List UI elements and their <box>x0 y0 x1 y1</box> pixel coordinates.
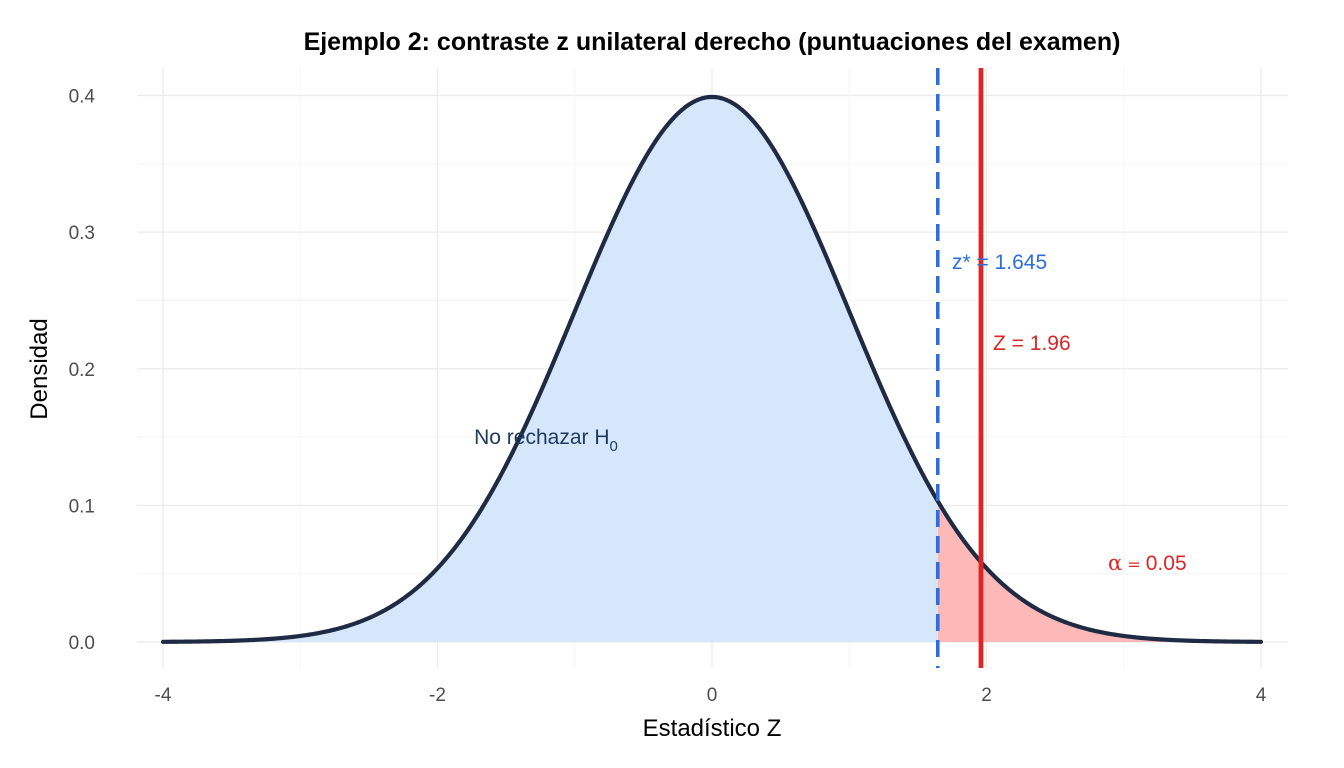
statistic-label: Z = 1.96 <box>993 332 1071 355</box>
y-tick-label: 0.2 <box>69 360 95 381</box>
y-axis-label: Densidad <box>26 318 53 419</box>
x-axis-ticks: -4 -2 0 2 4 <box>155 685 1267 706</box>
y-tick-label: 0.0 <box>69 633 95 654</box>
chart-title: Ejemplo 2: contraste z unilateral derech… <box>304 28 1121 56</box>
x-tick-label: 2 <box>981 685 992 706</box>
acceptance-region <box>163 96 938 642</box>
x-tick-label: 0 <box>707 685 718 706</box>
critical-value-label: z* = 1.645 <box>952 251 1047 274</box>
y-tick-label: 0.3 <box>69 223 95 244</box>
x-tick-label: 4 <box>1256 685 1267 706</box>
rejection-region <box>937 501 1261 642</box>
y-axis-ticks: 0.0 0.1 0.2 0.3 0.4 <box>69 87 96 655</box>
y-tick-label: 0.4 <box>69 87 96 108</box>
x-axis-label: Estadístico Z <box>643 715 782 742</box>
alpha-label: α = 0.05 <box>1108 551 1187 575</box>
acceptance-region-label: No rechazar H0 <box>474 426 618 455</box>
reference-lines <box>160 68 1264 668</box>
alpha-symbol: α <box>1108 551 1122 575</box>
acceptance-label-main: No rechazar H <box>474 426 609 449</box>
x-tick-label: -4 <box>155 685 172 706</box>
alpha-value: 0.05 <box>1146 552 1187 575</box>
acceptance-label-subscript: 0 <box>610 438 618 455</box>
y-tick-label: 0.1 <box>69 496 95 517</box>
density-curve <box>160 94 1264 644</box>
density-areas <box>163 96 1261 642</box>
x-tick-label: -2 <box>429 685 446 706</box>
alpha-equals: = <box>1122 555 1146 574</box>
